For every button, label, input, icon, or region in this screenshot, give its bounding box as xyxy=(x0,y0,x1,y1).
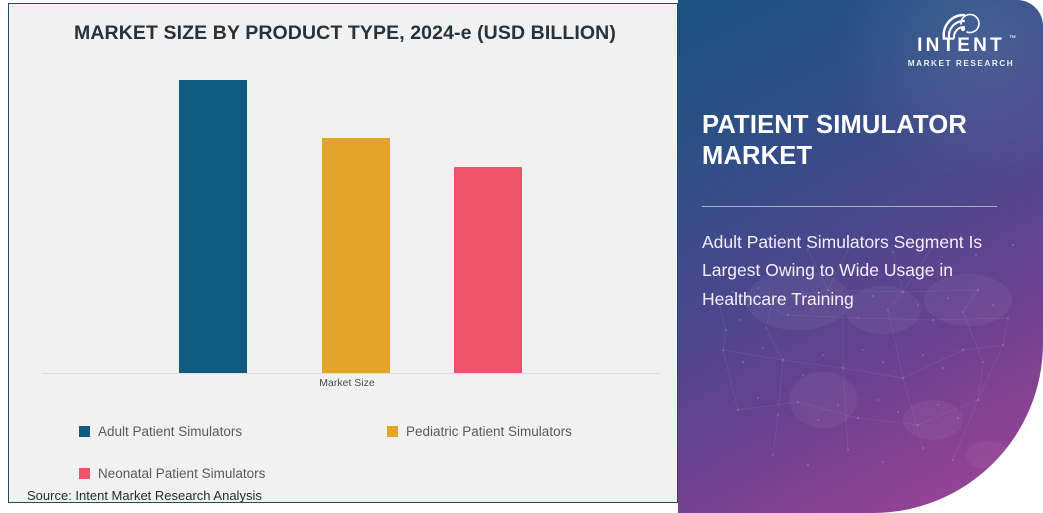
legend-item-adult-patient-simulators[interactable]: Adult Patient Simulators xyxy=(79,424,242,439)
bar-adult-patient-simulators xyxy=(179,79,247,373)
legend-item-neonatal-patient-simulators[interactable]: Neonatal Patient Simulators xyxy=(79,466,265,481)
logo-tagline: MARKET RESEARCH xyxy=(907,59,1015,68)
bar-chart-plot xyxy=(34,79,660,374)
brand-logo[interactable]: INTENT ™ MARKET RESEARCH xyxy=(901,10,1021,68)
panel-divider xyxy=(702,206,997,208)
brand-panel: INTENT ™ MARKET RESEARCH PATIENT SIMULAT… xyxy=(678,0,1043,513)
x-axis-line xyxy=(42,372,660,374)
signal-arcs-icon xyxy=(901,10,1021,40)
legend-row-1: Adult Patient Simulators Pediatric Patie… xyxy=(67,424,667,466)
legend-row-2: Neonatal Patient Simulators xyxy=(67,466,667,502)
logo-word-text: INTENT xyxy=(917,35,1005,56)
legend-label: Neonatal Patient Simulators xyxy=(98,466,266,481)
chart-legend: Adult Patient Simulators Pediatric Patie… xyxy=(67,424,667,502)
legend-label: Pediatric Patient Simulators xyxy=(406,424,572,439)
legend-swatch-icon xyxy=(387,426,398,437)
panel-subtitle: Adult Patient Simulators Segment Is Larg… xyxy=(702,232,983,309)
bar-neonatal-patient-simulators xyxy=(454,167,522,373)
legend-label: Adult Patient Simulators xyxy=(98,424,243,439)
chart-card: MARKET SIZE BY PRODUCT TYPE, 2024-e (USD… xyxy=(8,3,678,503)
trademark-icon: ™ xyxy=(1008,35,1016,42)
logo-wordmark: INTENT ™ xyxy=(917,35,1016,56)
bar-pediatric-patient-simulators xyxy=(322,138,390,373)
legend-swatch-icon xyxy=(79,468,90,479)
source-note: Source: Intent Market Research Analysis xyxy=(27,488,262,503)
page-title: MARKET SIZE BY PRODUCT TYPE, 2024-e (USD… xyxy=(74,22,616,44)
panel-title: PATIENT SIMULATOR MARKET xyxy=(702,111,967,171)
legend-swatch-icon xyxy=(79,426,90,437)
legend-item-pediatric-patient-simulators[interactable]: Pediatric Patient Simulators xyxy=(387,424,572,439)
x-axis-label: Market Size xyxy=(319,377,375,389)
